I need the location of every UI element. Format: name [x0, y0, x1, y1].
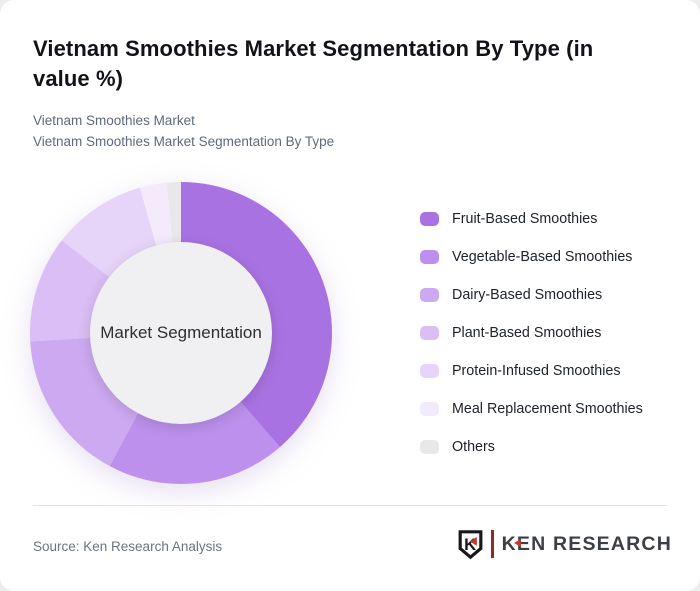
legend-label: Plant-Based Smoothies: [452, 324, 602, 341]
legend-swatch: [420, 211, 439, 226]
page-title: Vietnam Smoothies Market Segmentation By…: [33, 34, 673, 94]
legend-label: Meal Replacement Smoothies: [452, 400, 643, 417]
legend-item: Protein-Infused Smoothies: [420, 362, 643, 379]
subtitle-line-1: Vietnam Smoothies Market: [33, 113, 195, 128]
logo-shield-k-icon: K: [458, 529, 483, 559]
title-line-1: Vietnam Smoothies Market Segmentation By…: [33, 36, 594, 61]
svg-text:K: K: [464, 535, 476, 554]
logo-separator: [491, 530, 494, 558]
legend-item: Plant-Based Smoothies: [420, 324, 643, 341]
legend-item: Fruit-Based Smoothies: [420, 210, 643, 227]
legend-swatch: [420, 325, 439, 340]
donut-hole: Market Segmentation: [90, 242, 272, 424]
subtitle-line-2: Vietnam Smoothies Market Segmentation By…: [33, 134, 335, 149]
legend: Fruit-Based Smoothies Vegetable-Based Smo…: [420, 211, 643, 477]
legend-label: Dairy-Based Smoothies: [452, 286, 603, 303]
legend-swatch: [420, 287, 439, 302]
legend-label: Protein-Infused Smoothies: [452, 362, 621, 379]
donut-center-label: Market Segmentation: [100, 323, 262, 342]
legend-swatch: [420, 401, 439, 416]
donut-chart: Market Segmentation: [30, 182, 332, 484]
logo-wordmark: KEN RESEARCH: [502, 533, 672, 556]
legend-item: Others: [420, 438, 643, 455]
legend-item: Meal Replacement Smoothies: [420, 400, 643, 417]
legend-label: Fruit-Based Smoothies: [452, 210, 598, 227]
footer-divider: [33, 505, 667, 506]
logo-wordmark-text: KEN RESEARCH: [501, 532, 672, 555]
legend-item: Vegetable-Based Smoothies: [420, 248, 643, 265]
logo-red-triangle-icon: [513, 538, 521, 547]
legend-label: Others: [452, 438, 495, 455]
title-line-2: value %): [33, 66, 124, 91]
legend-swatch: [420, 363, 439, 378]
legend-item: Dairy-Based Smoothies: [420, 286, 643, 303]
ken-research-logo: K KEN RESEARCH: [457, 527, 672, 561]
legend-label: Vegetable-Based Smoothies: [452, 248, 633, 265]
source-text: Source: Ken Research Analysis: [33, 539, 223, 554]
legend-swatch: [420, 439, 439, 454]
chart-subtitle: Vietnam Smoothies Market Vietnam Smoothi…: [33, 110, 653, 152]
legend-swatch: [420, 249, 439, 264]
